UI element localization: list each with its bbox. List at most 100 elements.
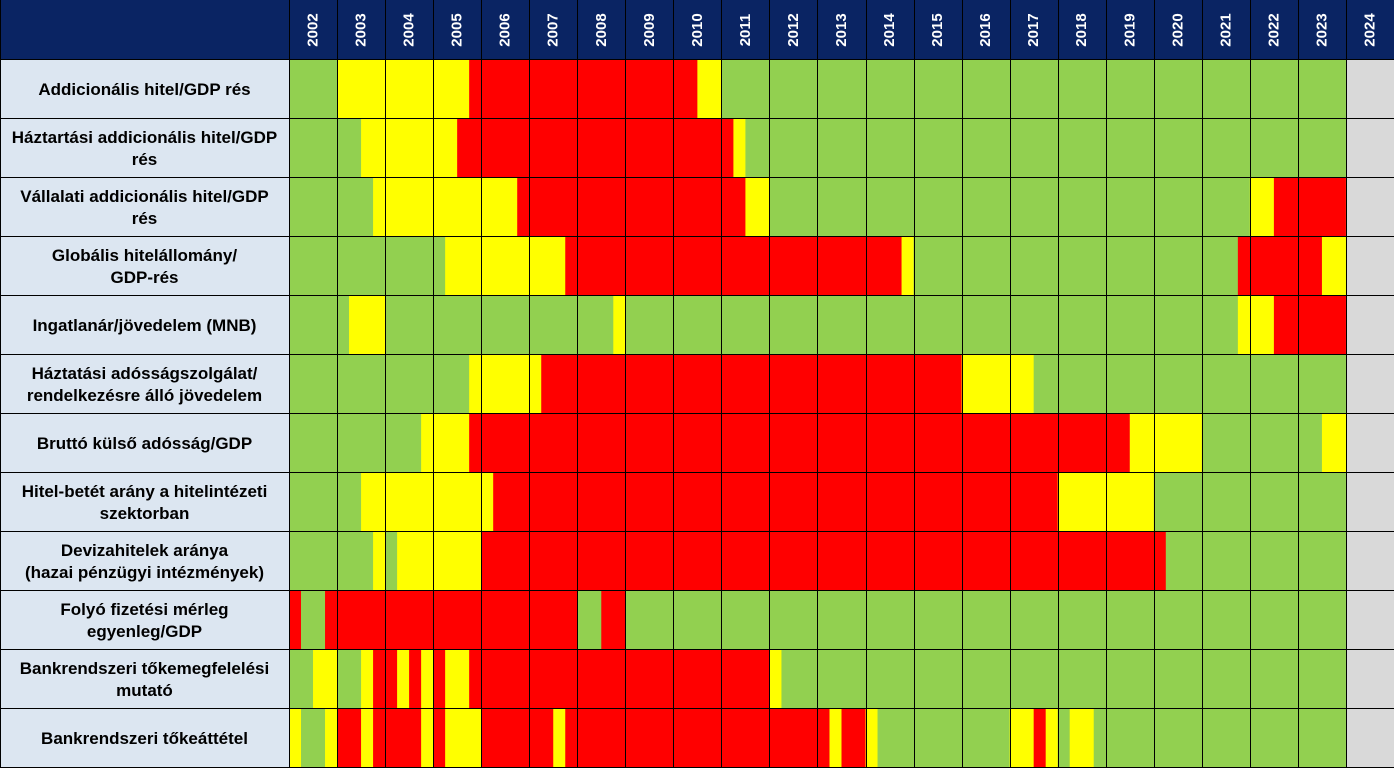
heatmap-cell — [313, 650, 338, 709]
row-label-cell — [0, 178, 289, 237]
heatmap-row-1: Háztartási addicionális hitel/GDP rés — [0, 119, 1394, 178]
year-label-2005: 2005 — [449, 13, 466, 46]
heatmap-cell — [433, 709, 446, 768]
heatmap-cell — [337, 650, 362, 709]
heatmap-cell-future — [1345, 650, 1394, 709]
year-label-2015: 2015 — [929, 13, 946, 46]
row-label-text: (hazai pénzügyi intézmények) — [25, 563, 264, 582]
heatmap-cell — [301, 591, 326, 650]
heatmap-cell — [289, 237, 446, 296]
heatmap-cell-future — [1345, 355, 1394, 414]
row-label-text: Háztartási addicionális hitel/GDP — [12, 128, 277, 147]
heatmap-cell-future — [1345, 178, 1394, 237]
heatmap-cell — [289, 650, 314, 709]
heatmap-cell — [781, 650, 1394, 709]
row-label-cell — [0, 60, 289, 119]
heatmap-cell — [361, 473, 494, 532]
heatmap-cell — [697, 60, 722, 119]
year-label-2020: 2020 — [1169, 13, 1186, 46]
row-label-cell — [0, 473, 289, 532]
row-label-cell — [0, 591, 289, 650]
year-label-2021: 2021 — [1217, 13, 1234, 46]
heatmap-cell — [433, 650, 446, 709]
heatmap-cell-future — [1345, 473, 1394, 532]
row-label-text: Bankrendszeri tőkeáttétel — [41, 729, 248, 748]
heatmap-cell — [469, 650, 770, 709]
heatmap-cell — [397, 532, 482, 591]
heatmap-cell-future — [1345, 296, 1394, 355]
year-label-2019: 2019 — [1121, 13, 1138, 46]
row-label-text: Devizahitelek aránya — [61, 541, 229, 560]
heatmap-row-4: Ingatlanár/jövedelem (MNB) — [0, 296, 1394, 355]
heatmap-cell — [1093, 709, 1371, 768]
heatmap-cell — [745, 178, 770, 237]
row-label-text: rendelkezésre álló jövedelem — [27, 386, 262, 405]
year-label-2008: 2008 — [593, 13, 610, 46]
year-label-2018: 2018 — [1073, 13, 1090, 46]
row-label-cell — [0, 119, 289, 178]
heatmap-cell — [349, 296, 386, 355]
heatmap-row-3: Globális hitelállomány/GDP-rés — [0, 237, 1394, 296]
heatmap-cell — [1009, 709, 1035, 768]
heatmap-cell — [517, 178, 746, 237]
heatmap-cell — [1069, 709, 1095, 768]
row-label-text: Hitel-betét arány a hitelintézeti — [22, 482, 268, 501]
year-label-2022: 2022 — [1265, 13, 1282, 46]
heatmap-cell — [841, 709, 866, 768]
heatmap-cell — [1273, 178, 1347, 237]
heatmap-cell — [1129, 414, 1203, 473]
heatmap-cell — [337, 60, 470, 119]
heatmap-cell — [421, 650, 434, 709]
heatmap-row-7: Hitel-betét arány a hitelintézeti szektor… — [0, 473, 1394, 532]
heatmap-cell — [373, 709, 422, 768]
heatmap-cell — [541, 355, 963, 414]
heatmap-cell — [385, 532, 398, 591]
heatmap-cell — [601, 591, 626, 650]
row-label-text: Addicionális hitel/GDP rés — [38, 80, 250, 99]
heatmap-cell — [1033, 355, 1394, 414]
row-label-cell — [0, 237, 289, 296]
heatmap-cell — [289, 355, 470, 414]
row-label-cell — [0, 650, 289, 709]
heatmap-cell — [493, 473, 1059, 532]
heatmap-row-6: Bruttó külső adósság/GDP — [0, 414, 1394, 473]
heatmap-cell — [829, 709, 842, 768]
row-label-text: Globális hitelállomány/ — [52, 246, 237, 265]
heatmap-cell — [289, 532, 374, 591]
heatmap-cell — [289, 296, 350, 355]
heatmap-cell — [1201, 414, 1323, 473]
heatmap-cell — [769, 650, 782, 709]
row-label-cell — [0, 709, 289, 768]
heatmap-cell — [745, 119, 1394, 178]
heatmap-cell — [289, 591, 302, 650]
year-label-2006: 2006 — [497, 13, 514, 46]
row-label-cell — [0, 355, 289, 414]
heatmap-cell — [289, 178, 374, 237]
heatmap-cell — [565, 709, 830, 768]
heatmap-cell — [1237, 237, 1323, 296]
heatmap-cell — [1237, 296, 1275, 355]
heatmap-cell-future — [1345, 532, 1394, 591]
year-label-2024: 2024 — [1361, 13, 1378, 47]
heatmap-cell — [913, 237, 1239, 296]
heatmap-cell — [325, 591, 578, 650]
year-label-2017: 2017 — [1025, 13, 1042, 46]
heatmap-cell — [361, 119, 458, 178]
heatmap-cell-future — [1345, 60, 1394, 119]
heatmap-cell — [961, 355, 1035, 414]
row-label-cell — [0, 296, 289, 355]
heatmap-cell — [865, 709, 878, 768]
heatmap-cell-future — [1345, 591, 1394, 650]
heatmap-cell — [613, 296, 626, 355]
heatmap-row-11: Bankrendszeri tőkeáttétel — [0, 709, 1394, 768]
heatmap-cell — [469, 60, 698, 119]
heatmap-cell — [1057, 709, 1071, 768]
heatmap-cell — [337, 709, 362, 768]
heatmap-cell — [421, 709, 434, 768]
heatmap-cell — [373, 532, 386, 591]
row-label-text: mutató — [116, 681, 173, 700]
heatmap-cell — [445, 650, 470, 709]
row-label-text: Vállalati addicionális hitel/GDP — [20, 187, 268, 206]
heatmap-cell — [469, 355, 542, 414]
row-label-cell — [0, 532, 289, 591]
